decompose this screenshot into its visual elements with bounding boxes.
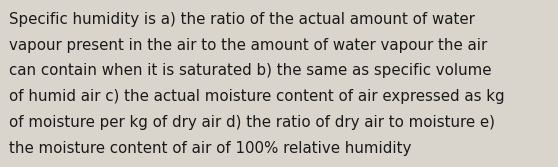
Text: can contain when it is saturated b) the same as specific volume: can contain when it is saturated b) the … xyxy=(9,63,491,78)
Text: of moisture per kg of dry air d) the ratio of dry air to moisture e): of moisture per kg of dry air d) the rat… xyxy=(9,115,495,130)
Text: the moisture content of air of 100% relative humidity: the moisture content of air of 100% rela… xyxy=(9,141,411,156)
Text: vapour present in the air to the amount of water vapour the air: vapour present in the air to the amount … xyxy=(9,38,487,53)
Text: Specific humidity is a) the ratio of the actual amount of water: Specific humidity is a) the ratio of the… xyxy=(9,12,475,27)
Text: of humid air c) the actual moisture content of air expressed as kg: of humid air c) the actual moisture cont… xyxy=(9,89,504,104)
